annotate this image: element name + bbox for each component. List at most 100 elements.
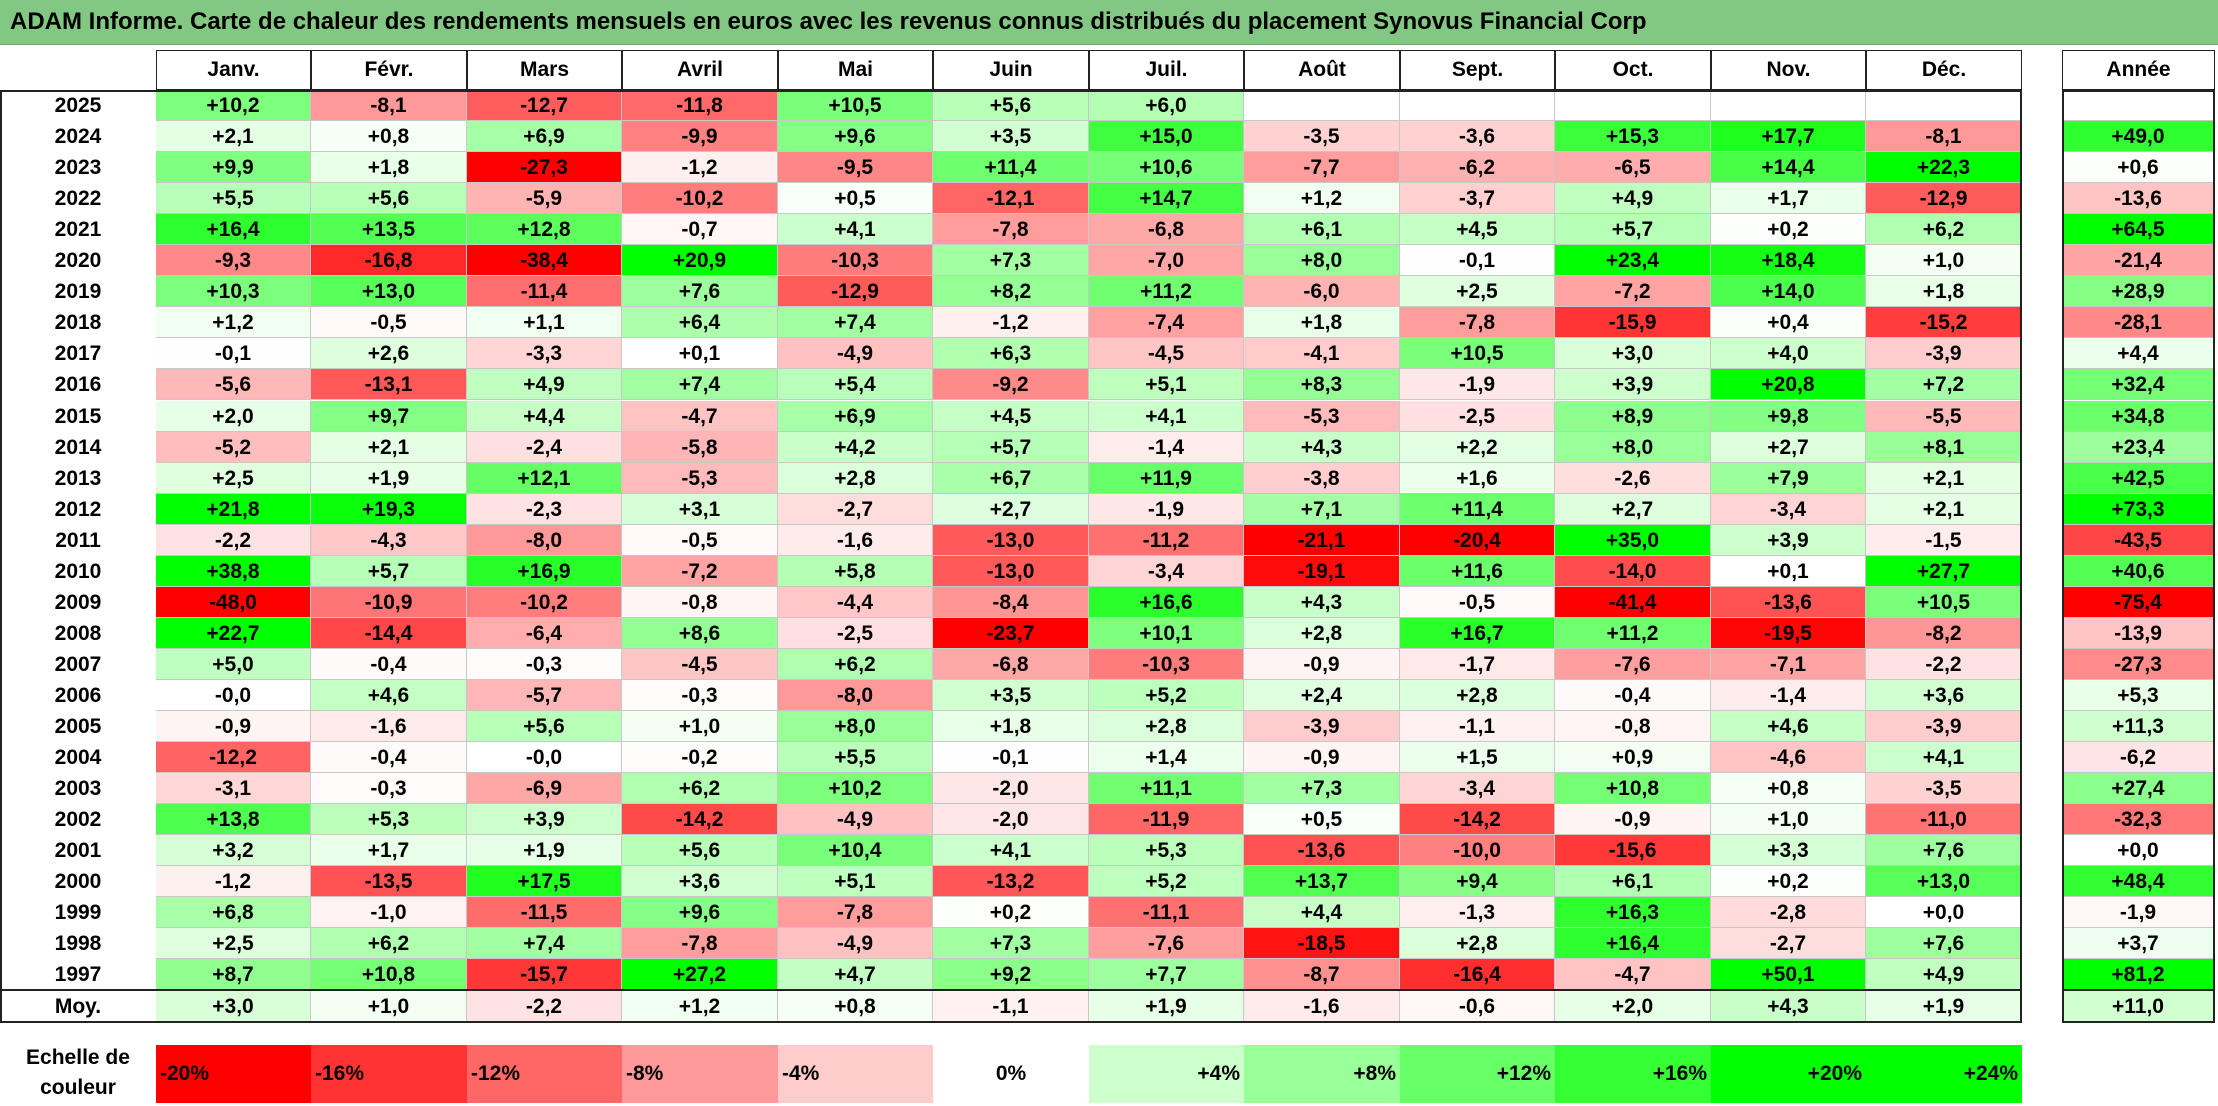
heatmap-cell: +4,7 [778,959,933,991]
heatmap-cell: +6,2 [778,648,933,680]
column-header: Août [1244,50,1400,90]
heatmap-cell: +10,2 [778,773,933,805]
heatmap-cell: -6,8 [933,648,1089,680]
heatmap-cell: +6,7 [933,462,1089,494]
heatmap-cell: +5,1 [1089,369,1244,401]
heatmap-cell: +5,6 [622,835,778,867]
heatmap-cell: -2,3 [467,493,622,525]
heatmap-cell: -10,9 [311,586,467,618]
heatmap-cell: -6,4 [467,617,622,649]
heatmap-cell: -3,7 [1400,183,1555,215]
heatmap-cell: -1,2 [622,152,778,184]
heatmap-cell: +9,9 [156,152,311,184]
heatmap-cell: -7,4 [1089,307,1244,339]
annual-cell: +27,4 [2062,773,2215,805]
row-year-label: 2025 [54,94,102,117]
heatmap-cell: -4,9 [778,928,933,960]
heatmap-cell: +10,8 [1555,773,1711,805]
annual-cell: -21,4 [2062,245,2215,277]
heatmap-cell: -4,4 [778,586,933,618]
heatmap-cell: +6,2 [311,928,467,960]
heatmap-cell: -0,9 [1244,742,1400,774]
heatmap-cell: -12,1 [933,183,1089,215]
heatmap-cell: +35,0 [1555,524,1711,556]
heatmap-cell: +9,7 [311,400,467,432]
heatmap-cell: -1,9 [1089,493,1244,525]
heatmap-cell: -3,8 [1244,462,1400,494]
heatmap-cell: -20,4 [1400,524,1555,556]
heatmap-cell: -3,4 [1711,493,1866,525]
heatmap-cell: +11,4 [1400,493,1555,525]
color-scale-swatch: +20% [1711,1045,1866,1103]
heatmap-cell: +4,9 [467,369,622,401]
average-row-label: Moy. [54,995,102,1019]
heatmap-cell: -8,1 [311,90,467,122]
heatmap-cell: -5,5 [1866,400,2022,432]
heatmap-cell: -11,1 [1089,897,1244,929]
annual-cell: +73,3 [2062,493,2215,525]
heatmap-cell: -10,2 [467,586,622,618]
heatmap-cell: +7,6 [1866,928,2022,960]
heatmap-cell: +2,7 [1555,493,1711,525]
heatmap-cell: -6,0 [1244,276,1400,308]
heatmap-cell: -0,9 [1244,648,1400,680]
heatmap-cell: +2,5 [1400,276,1555,308]
row-year-label: 1997 [54,963,102,987]
heatmap-cell: +13,0 [311,276,467,308]
heatmap-cell: -14,2 [1400,804,1555,836]
heatmap-cell: -6,9 [467,773,622,805]
heatmap-cell: +1,0 [622,711,778,743]
heatmap-cell: -1,1 [1400,711,1555,743]
row-year-label: 2017 [54,342,102,366]
color-scale-swatch: +8% [1244,1045,1400,1103]
row-year-label: 2006 [54,683,102,707]
heatmap-cell: +13,7 [1244,866,1400,898]
heatmap-cell: +2,1 [311,431,467,463]
heatmap-cell: +9,6 [778,121,933,153]
column-header: Juin [933,50,1089,90]
heatmap-cell: +9,4 [1400,866,1555,898]
heatmap-cell: -5,2 [156,431,311,463]
row-year-label: 2001 [54,839,102,863]
row-year-label: 2021 [54,218,102,242]
heatmap-cell: -16,4 [1400,959,1555,991]
row-year-label: 1999 [54,901,102,925]
annual-cell: +5,3 [2062,679,2215,711]
heatmap-cell: -4,3 [311,524,467,556]
heatmap-cell: -7,7 [1244,152,1400,184]
annual-cell: -75,4 [2062,586,2215,618]
heatmap-cell: +7,3 [933,928,1089,960]
heatmap-cell: -27,3 [467,152,622,184]
annual-cell [2062,90,2215,122]
heatmap-cell: -14,0 [1555,555,1711,587]
heatmap-cell: +4,1 [1866,742,2022,774]
heatmap-cell: +2,1 [1866,462,2022,494]
heatmap-cell: -1,5 [1866,524,2022,556]
heatmap-cell: +5,7 [933,431,1089,463]
heatmap-cell: +10,2 [156,90,311,122]
annual-cell: +0,0 [2062,835,2215,867]
heatmap-cell: -3,9 [1866,711,2022,743]
heatmap-cell: +4,4 [1244,897,1400,929]
heatmap-cell: +7,4 [778,307,933,339]
heatmap-cell: -1,4 [1089,431,1244,463]
heatmap-cell: -1,2 [156,866,311,898]
heatmap-cell: +15,0 [1089,121,1244,153]
heatmap-cell [1555,90,1711,122]
column-header: Juil. [1089,50,1244,90]
color-scale-swatch: -16% [311,1045,467,1103]
heatmap-cell: -8,7 [1244,959,1400,991]
heatmap-cell: +7,3 [1244,773,1400,805]
heatmap-cell: -10,2 [622,183,778,215]
heatmap-cell: +7,6 [1866,835,2022,867]
heatmap-cell: +3,3 [1711,835,1866,867]
row-year-label: 2019 [54,280,102,304]
heatmap-cell: -4,5 [622,648,778,680]
heatmap-cell: -0,9 [156,711,311,743]
heatmap-cell: +10,5 [778,90,933,122]
average-cell: +1,2 [622,990,778,1024]
heatmap-cell: -0,3 [622,679,778,711]
heatmap-cell: -13,0 [933,524,1089,556]
heatmap-cell [1866,90,2022,122]
heatmap-cell: +2,8 [778,462,933,494]
